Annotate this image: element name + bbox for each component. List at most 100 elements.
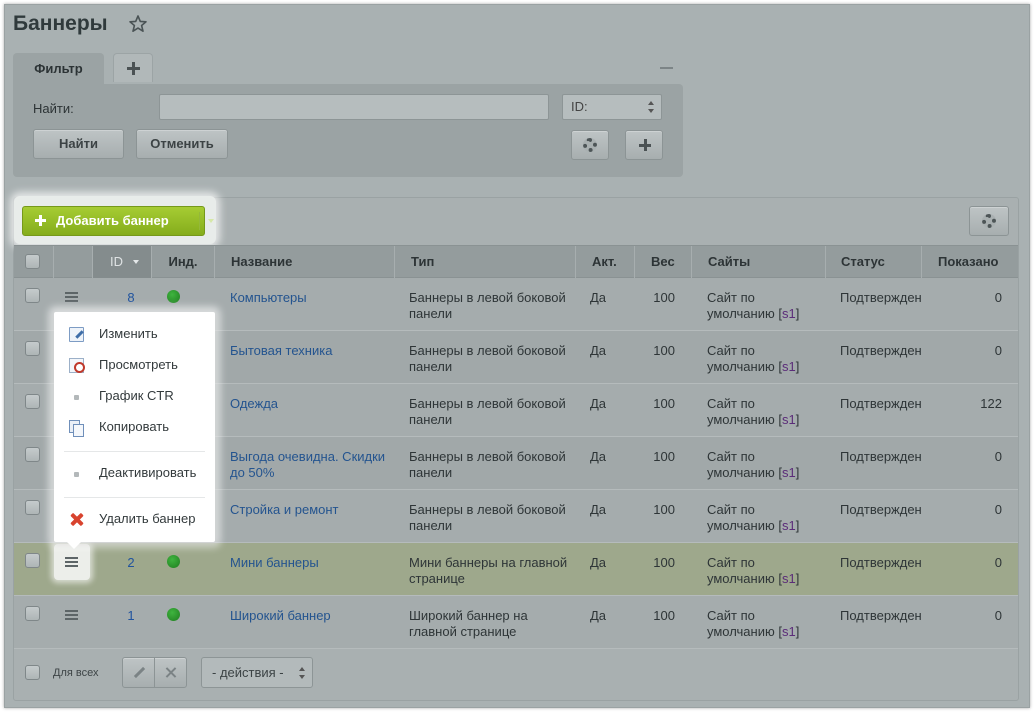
add-filter-tab-button[interactable] (113, 53, 153, 82)
site-link[interactable]: s1 (781, 412, 796, 427)
delete-selected-button[interactable] (154, 657, 187, 688)
column-status[interactable]: Статус (825, 246, 921, 278)
column-active-label: Акт. (592, 254, 617, 269)
search-field-select[interactable]: ID: (562, 94, 662, 120)
tab-filter[interactable]: Фильтр (13, 53, 104, 84)
row-id[interactable]: 2 (127, 555, 135, 570)
plus-icon (127, 62, 140, 75)
row-checkbox[interactable] (25, 606, 40, 621)
close-icon (166, 667, 177, 678)
row-menu-icon[interactable] (65, 610, 78, 620)
table-row[interactable]: 1 Широкий баннер Широкий баннер на главно… (14, 596, 1018, 649)
table-row-selected[interactable]: 2 Мини баннеры Мини баннеры на главной ст… (14, 543, 1018, 596)
for-all-label: Для всех (53, 667, 99, 679)
add-filter-field-button[interactable] (625, 130, 663, 160)
sort-desc-icon (133, 260, 139, 264)
column-shown[interactable]: Показано (921, 246, 1018, 278)
row-name-link[interactable]: Широкий баннер (230, 608, 331, 623)
row-weight: 100 (653, 608, 675, 623)
row-sites: Сайт по умолчанию [s1] (707, 502, 800, 533)
gear-icon (982, 214, 996, 228)
search-field-select-value: ID: (571, 99, 588, 114)
row-context-menu: Изменить Просмотреть График CTR Копирова… (54, 312, 215, 549)
filter-settings-button[interactable] (571, 130, 609, 160)
chevron-down-icon[interactable] (208, 219, 214, 223)
row-type: Баннеры в левой боковой панели (409, 290, 566, 321)
row-sites: Сайт по умолчанию [s1] (707, 290, 800, 321)
menu-item-view[interactable]: Просмотреть (54, 353, 215, 377)
menu-item-deactivate[interactable]: Деактивировать (54, 461, 215, 485)
row-name-link[interactable]: Бытовая техника (230, 343, 333, 358)
row-checkbox[interactable] (25, 447, 40, 462)
row-name-link[interactable]: Компьютеры (230, 290, 307, 305)
row-checkbox[interactable] (25, 500, 40, 515)
row-status: Подтвержден (840, 449, 922, 464)
site-link[interactable]: s1 (781, 624, 796, 639)
table-header: ID Инд. Название Тип Акт. Вес Сайты Стат… (14, 245, 1018, 278)
row-shown: 0 (994, 555, 1002, 570)
pencil-icon (133, 666, 146, 679)
menu-item-copy[interactable]: Копировать (54, 415, 215, 439)
menu-item-ctr-chart[interactable]: График CTR (54, 384, 215, 408)
plus-icon (639, 139, 651, 151)
row-name-link[interactable]: Одежда (230, 396, 279, 411)
column-status-label: Статус (841, 254, 885, 269)
column-sites[interactable]: Сайты (691, 246, 825, 278)
row-status: Подтвержден (840, 555, 922, 570)
column-id-label: ID (110, 254, 123, 269)
cancel-button[interactable]: Отменить (136, 129, 228, 159)
row-id[interactable]: 8 (127, 290, 135, 305)
list-settings-button[interactable] (969, 206, 1009, 236)
column-indicator[interactable]: Инд. (151, 246, 214, 278)
minimize-filter-button[interactable] (660, 67, 673, 69)
find-button[interactable]: Найти (33, 129, 124, 159)
star-icon[interactable] (128, 14, 148, 34)
view-icon (69, 358, 85, 373)
menu-separator (64, 497, 205, 498)
row-type: Мини баннеры на главной странице (409, 555, 568, 586)
row-active: Да (590, 608, 607, 623)
column-indicator-label: Инд. (168, 254, 198, 269)
row-active: Да (590, 555, 607, 570)
column-name[interactable]: Название (214, 246, 394, 278)
row-name-link[interactable]: Стройка и ремонт (230, 502, 339, 517)
status-indicator (167, 608, 180, 621)
select-all-checkbox[interactable] (25, 254, 40, 269)
row-sites: Сайт по умолчанию [s1] (707, 449, 800, 480)
row-name-link[interactable]: Выгода очевидна. Скидки до 50% (230, 449, 386, 480)
menu-separator (64, 451, 205, 452)
row-id[interactable]: 1 (127, 608, 135, 623)
add-banner-label: Добавить баннер (56, 213, 169, 228)
edit-selected-button[interactable] (122, 657, 155, 688)
column-type-label: Тип (411, 254, 435, 269)
row-shown: 0 (994, 608, 1002, 623)
site-link[interactable]: s1 (781, 359, 796, 374)
site-link[interactable]: s1 (781, 306, 796, 321)
site-link[interactable]: s1 (781, 465, 796, 480)
row-checkbox[interactable] (25, 394, 40, 409)
for-all-checkbox[interactable] (25, 665, 40, 680)
row-checkbox[interactable] (25, 553, 40, 568)
row-type: Баннеры в левой боковой панели (409, 449, 566, 480)
row-checkbox[interactable] (25, 288, 40, 303)
row-status: Подтвержден (840, 343, 922, 358)
menu-item-edit[interactable]: Изменить (54, 322, 215, 346)
add-banner-button[interactable]: Добавить баннер (22, 206, 214, 236)
column-id[interactable]: ID (92, 246, 151, 278)
select-arrows-icon (299, 666, 306, 680)
column-weight[interactable]: Вес (634, 246, 691, 278)
search-input[interactable] (159, 94, 549, 120)
column-type[interactable]: Тип (394, 246, 575, 278)
menu-item-label: График CTR (99, 388, 174, 403)
row-menu-icon[interactable] (65, 292, 78, 302)
actions-select[interactable]: - действия - (201, 657, 313, 688)
row-menu-icon[interactable] (65, 557, 78, 567)
row-weight: 100 (653, 290, 675, 305)
menu-item-delete[interactable]: Удалить баннер (54, 507, 215, 531)
row-name-link[interactable]: Мини баннеры (230, 555, 319, 570)
site-link[interactable]: s1 (781, 518, 796, 533)
row-active: Да (590, 290, 607, 305)
column-active[interactable]: Акт. (575, 246, 634, 278)
row-checkbox[interactable] (25, 341, 40, 356)
site-link[interactable]: s1 (781, 571, 796, 586)
